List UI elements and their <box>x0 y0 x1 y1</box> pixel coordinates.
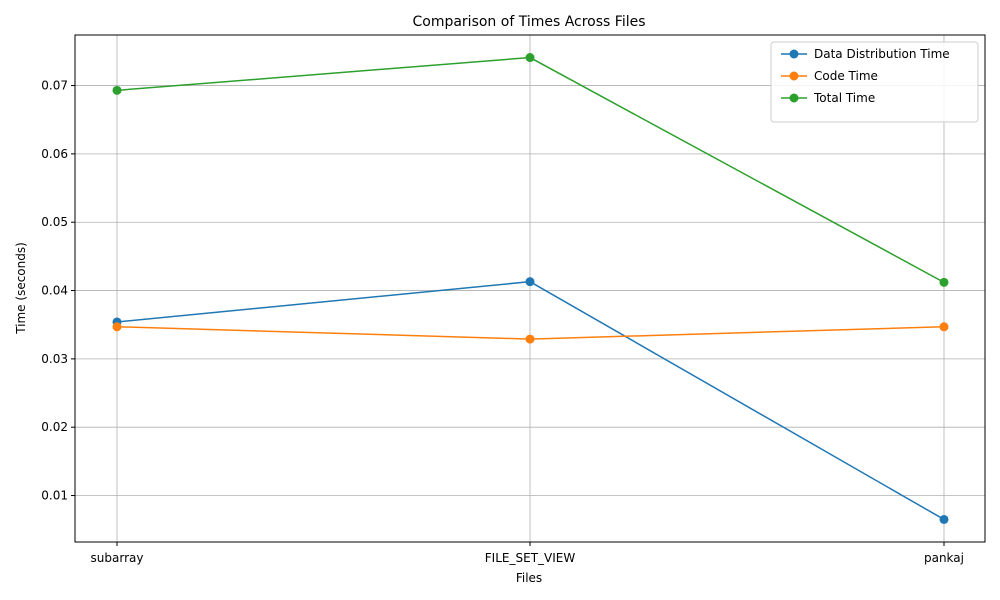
data-point <box>112 85 122 95</box>
series-layer <box>112 53 949 524</box>
x-tick-label: FILE_SET_VIEW <box>485 551 576 565</box>
series-line <box>116 280 945 521</box>
data-point <box>112 322 122 332</box>
y-tick-label: 0.05 <box>41 215 68 229</box>
data-point <box>525 334 535 344</box>
x-axis-label: Files <box>516 571 542 585</box>
legend-label: Data Distribution Time <box>814 47 950 61</box>
y-tick-label: 0.01 <box>41 489 68 503</box>
data-point <box>525 277 535 287</box>
chart-title: Comparison of Times Across Files <box>412 14 645 30</box>
data-point <box>939 514 949 524</box>
data-point <box>525 53 535 63</box>
y-axis-ticks: 0.01 0.02 0.03 0.04 0.05 0.06 0.07 <box>41 79 75 503</box>
y-tick-label: 0.04 <box>41 284 68 298</box>
series-code-time <box>112 322 949 344</box>
data-point <box>939 277 949 287</box>
x-tick-label: subarray <box>91 551 144 565</box>
y-tick-label: 0.03 <box>41 352 68 366</box>
legend-label: Code Time <box>814 69 878 83</box>
series-total-time <box>112 53 949 287</box>
legend-label: Total Time <box>813 91 875 105</box>
x-axis-ticks: subarray FILE_SET_VIEW pankaj <box>91 542 964 565</box>
y-tick-label: 0.06 <box>41 147 68 161</box>
series-data-distribution-time <box>112 277 949 524</box>
x-tick-label: pankaj <box>924 551 964 565</box>
y-tick-label: 0.02 <box>41 420 68 434</box>
legend-item: Code Time <box>781 69 878 83</box>
legend-item: Total Time <box>781 91 875 105</box>
legend-swatch-marker <box>789 93 799 103</box>
legend: Data Distribution Time Code Time Total Tim… <box>770 41 979 123</box>
data-point <box>939 322 949 332</box>
legend-swatch-marker <box>789 71 799 81</box>
y-tick-label: 0.07 <box>41 79 68 93</box>
legend-swatch-marker <box>789 49 799 59</box>
y-axis-label: Time (seconds) <box>14 242 28 335</box>
legend-item: Data Distribution Time <box>781 47 950 61</box>
legend-box <box>770 41 979 123</box>
